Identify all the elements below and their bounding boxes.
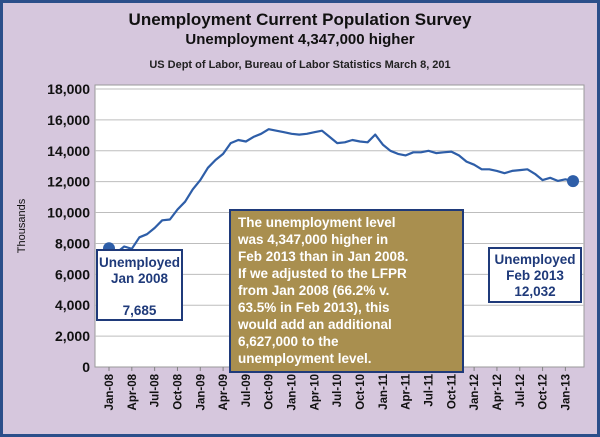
annotation-explanation: The unemployment level was 4,347,000 hig… (229, 209, 464, 373)
y-tick-label: 2,000 (55, 328, 90, 344)
annotation-feb-2013: Unemployed Feb 2013 12,032 (488, 247, 582, 303)
x-tick-label: Jan-13 (560, 374, 572, 410)
annotation-center-line-1: The unemployment level (238, 215, 396, 230)
annotation-box-center (229, 209, 464, 373)
x-tick-label: Oct-09 (264, 374, 276, 410)
x-tick-label: Oct-11 (446, 373, 458, 409)
annotation-center-line-9: unemployment level. (238, 351, 372, 366)
unemployment-chart: Unemployment Current Population Survey U… (16, 10, 585, 410)
y-tick-label: 12,000 (47, 174, 90, 190)
y-tick-label: 16,000 (47, 112, 90, 128)
y-tick-label: 4,000 (55, 297, 90, 313)
annotation-left-line-2: Jan 2008 (111, 271, 169, 286)
x-tick-label: Jul-10 (332, 374, 344, 407)
x-tick-label: Jul-12 (515, 374, 527, 407)
x-tick-label: Jul-11 (423, 373, 435, 406)
x-tick-label: Jul-09 (241, 374, 253, 407)
x-tick-label: Apr-08 (127, 373, 139, 410)
x-tick-label: Oct-08 (172, 373, 184, 409)
annotation-box-left (96, 249, 183, 321)
y-tick-label: 0 (82, 359, 90, 375)
annotation-center-line-5: from Jan 2008 (66.2% v. (238, 283, 389, 298)
x-tick-label: Jan-10 (287, 374, 299, 410)
annotation-center-line-3: Feb 2013 than in Jan 2008. (238, 249, 408, 264)
x-tick-label: Jan-11 (378, 373, 390, 409)
annotation-box-right (488, 247, 582, 303)
x-tick-label: Apr-12 (492, 374, 504, 410)
annotation-right-line-1: Unemployed (494, 252, 575, 267)
y-axis-ticks: 0 2,000 4,000 6,000 8,000 10,000 12,000 14,000 1… (47, 81, 90, 375)
y-tick-label: 18,000 (47, 81, 90, 97)
data-point-marker (567, 175, 579, 188)
x-axis-ticks: Jan-08 Apr-08 Jul-08 Oct-08 Jan-09 Apr-09 Jul-… (104, 367, 572, 410)
y-tick-label: 10,000 (47, 205, 90, 221)
x-tick-label: Jan-08 (104, 373, 116, 410)
x-tick-label: Oct-12 (538, 374, 550, 410)
annotation-center-line-8: 6,627,000 to the (238, 334, 339, 349)
x-tick-label: Jul-08 (150, 373, 162, 407)
y-tick-label: 14,000 (47, 143, 90, 159)
annotation-center-line-6: 63.5% in Feb 2013), this (238, 300, 390, 315)
annotation-right-line-3: 12,032 (514, 284, 555, 299)
chart-subtitle: Unemployment 4,347,000 higher (185, 31, 414, 48)
x-tick-label: Oct-10 (355, 374, 367, 410)
annotation-left-line-4: 7,685 (123, 303, 157, 318)
x-tick-label: Apr-11 (401, 373, 413, 409)
x-tick-label: Jan-12 (469, 374, 481, 410)
annotation-center-line-4: If we adjusted to the LFPR (238, 266, 407, 281)
source-note: US Dept of Labor, Bureau of Labor Statis… (149, 59, 450, 71)
series-line (108, 128, 574, 254)
y-tick-label: 8,000 (55, 235, 90, 251)
annotation-center-line-7: would add an additional (237, 317, 392, 332)
x-tick-label: Apr-10 (309, 374, 321, 410)
chart-title: Unemployment Current Population Survey (129, 10, 472, 29)
x-tick-label: Jan-09 (195, 374, 207, 410)
y-tick-label: 6,000 (55, 266, 90, 282)
annotation-right-line-2: Feb 2013 (506, 268, 564, 283)
x-tick-label: Apr-09 (218, 374, 230, 410)
y-axis-title: Thousands (16, 198, 28, 253)
annotation-left-line-1: Unemployed (99, 255, 180, 270)
annotation-jan-2008: Unemployed Jan 2008 7,685 (96, 249, 183, 321)
annotation-center-line-2: was 4,347,000 higher in (237, 232, 388, 247)
